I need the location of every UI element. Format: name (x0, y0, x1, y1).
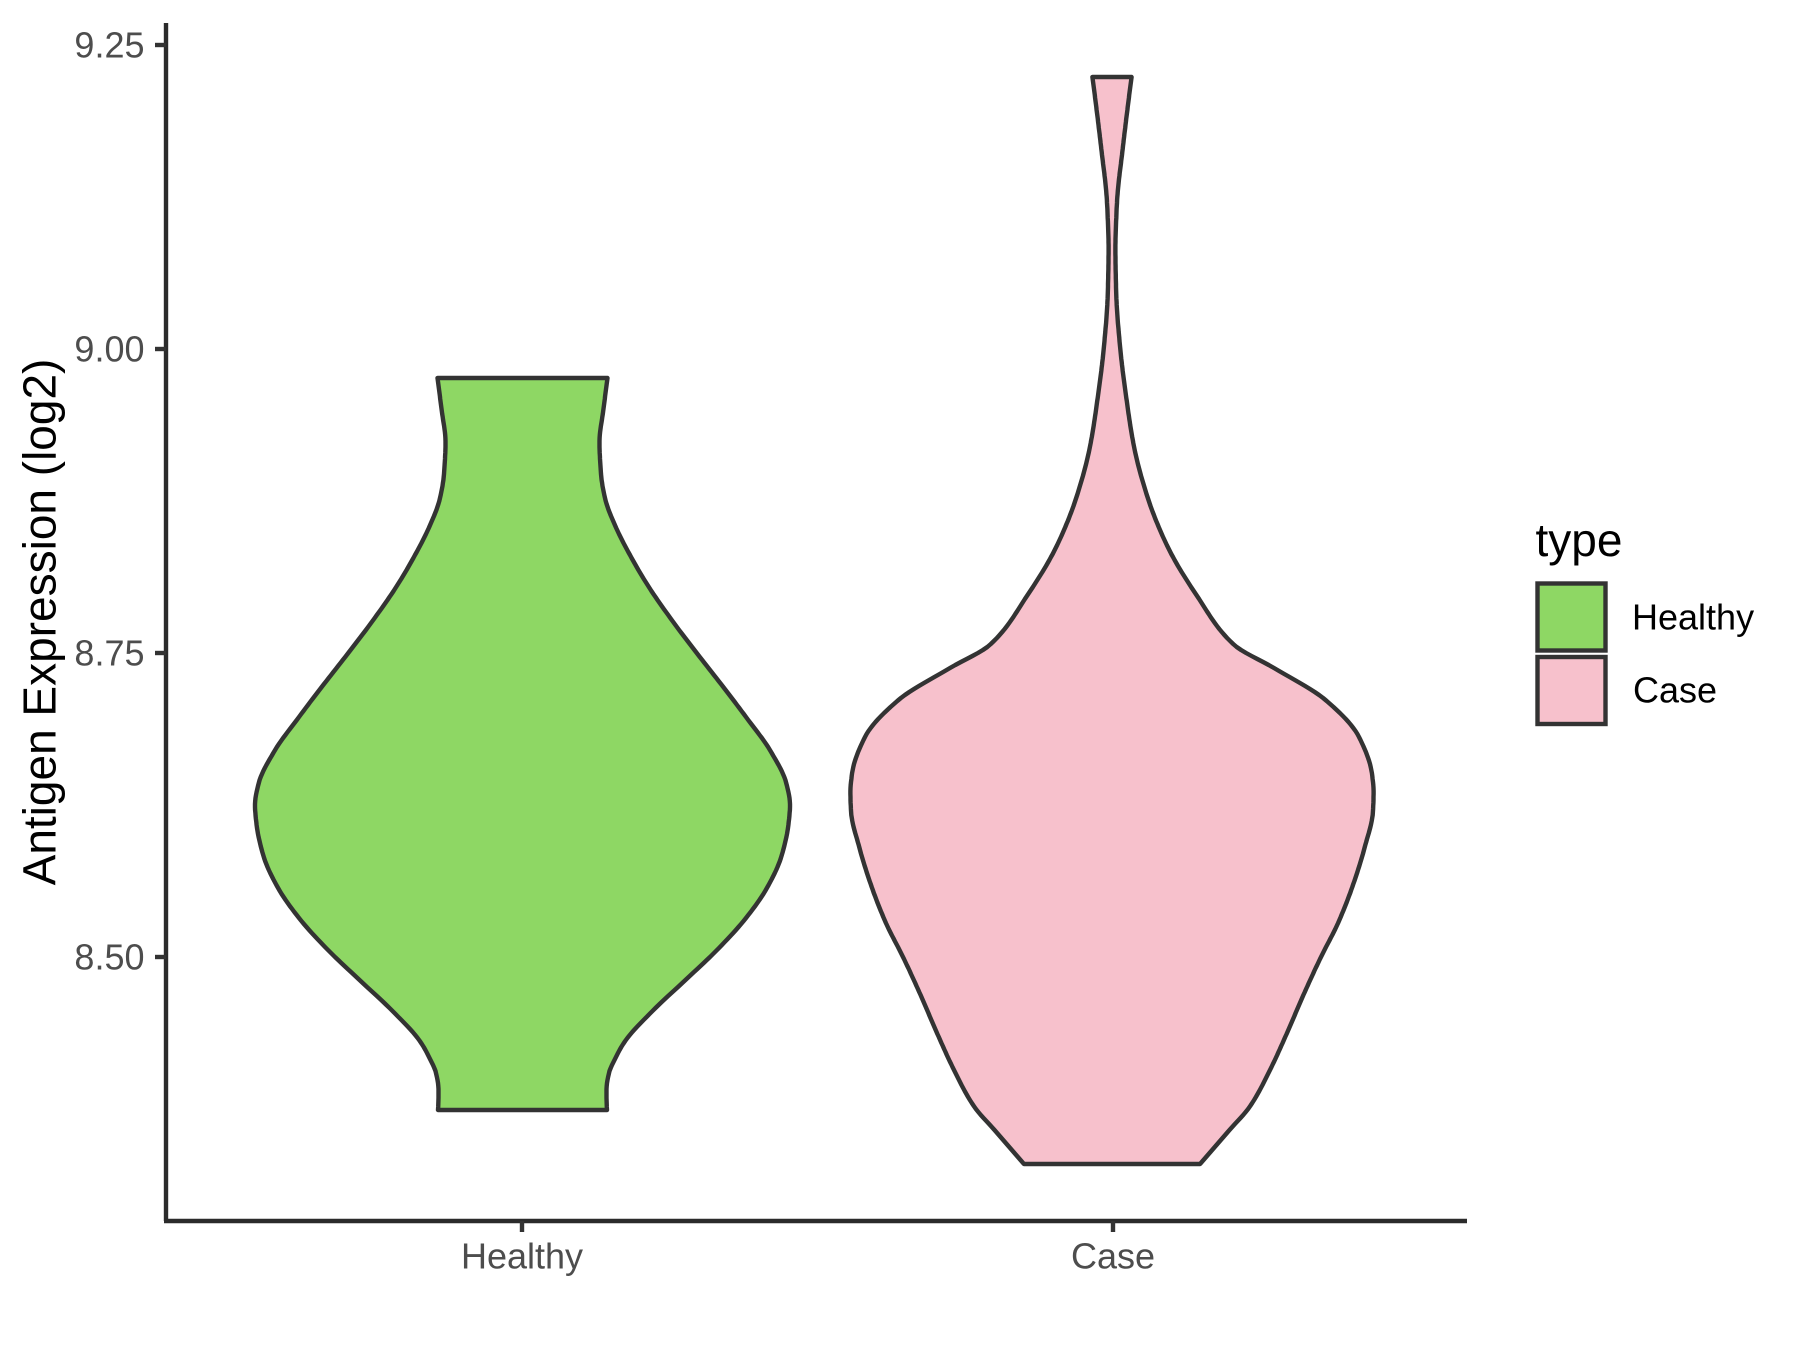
svg-text:8.75: 8.75 (74, 633, 144, 674)
svg-text:9.00: 9.00 (74, 329, 144, 370)
svg-text:8.50: 8.50 (74, 937, 144, 978)
svg-text:Case: Case (1071, 1236, 1155, 1277)
svg-text:Healthy: Healthy (1632, 597, 1754, 638)
svg-text:9.25: 9.25 (74, 25, 144, 66)
svg-text:Antigen Expression (log2): Antigen Expression (log2) (14, 359, 66, 886)
svg-text:Healthy: Healthy (461, 1236, 583, 1277)
svg-text:type: type (1536, 514, 1623, 566)
svg-text:Case: Case (1633, 670, 1717, 711)
